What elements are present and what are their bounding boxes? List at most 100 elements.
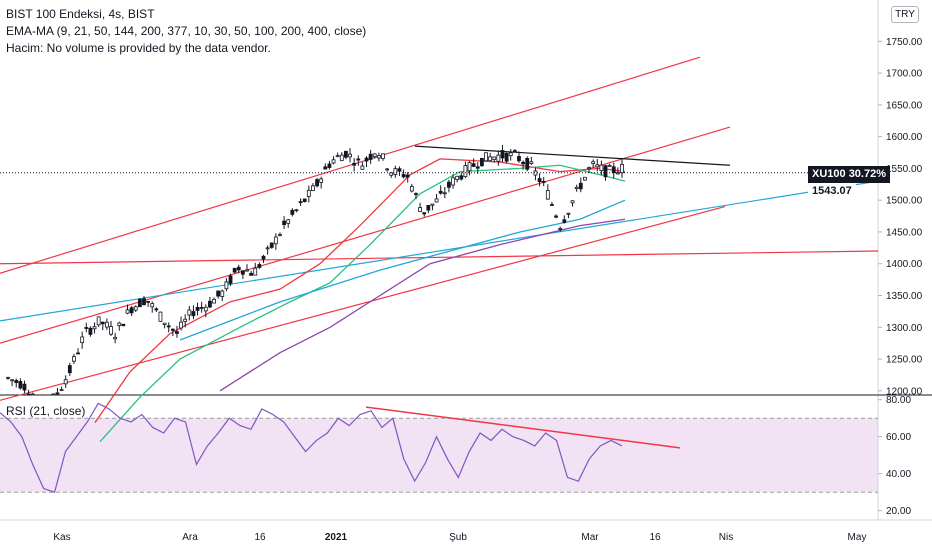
legend-indicator[interactable]: EMA-MA (9, 21, 50, 144, 200, 377, 10, 30… bbox=[6, 24, 367, 38]
candle-body bbox=[55, 392, 60, 395]
candle-body bbox=[22, 383, 27, 391]
candle-body bbox=[352, 162, 357, 166]
candle-body bbox=[364, 157, 369, 162]
currency-button[interactable]: TRY bbox=[891, 6, 919, 23]
candle-body bbox=[595, 164, 600, 168]
candle-body bbox=[84, 327, 89, 329]
candle-body bbox=[570, 200, 575, 204]
candle-body bbox=[18, 381, 23, 389]
candle-body bbox=[273, 236, 278, 245]
candle-body bbox=[368, 153, 373, 160]
candle-body bbox=[620, 164, 624, 174]
candle-body bbox=[603, 165, 608, 178]
candle-body bbox=[125, 309, 130, 314]
candle-body bbox=[175, 331, 179, 334]
candle-body bbox=[574, 186, 579, 189]
candle-body bbox=[220, 290, 225, 297]
legend-title[interactable]: BIST 100 Endeksi, 4s, BIST bbox=[6, 7, 155, 21]
candle-body bbox=[484, 152, 488, 162]
candle-body bbox=[236, 266, 241, 271]
price-tick-label: 1400.00 bbox=[886, 259, 923, 270]
candle-body bbox=[92, 326, 97, 330]
candle-body bbox=[467, 162, 472, 172]
candle-body bbox=[59, 389, 64, 391]
candle-body bbox=[545, 190, 550, 200]
last-price-tag: XU100 30.72%1543.07 bbox=[808, 166, 932, 200]
candle-body bbox=[393, 168, 398, 175]
candle-body bbox=[591, 161, 596, 164]
candle-body bbox=[504, 152, 509, 162]
candle-body bbox=[216, 290, 221, 297]
candle-body bbox=[51, 393, 56, 396]
candle-body bbox=[451, 177, 455, 186]
candle-body bbox=[508, 152, 513, 157]
candle-body bbox=[422, 212, 427, 215]
candle-body bbox=[191, 311, 196, 317]
trendline-upper-channel bbox=[0, 56, 701, 274]
trendline-blue-support bbox=[0, 180, 879, 322]
candle-body bbox=[525, 158, 530, 170]
price-tick-label: 1750.00 bbox=[886, 37, 923, 48]
candle-body bbox=[158, 311, 163, 322]
candle-body bbox=[294, 209, 299, 212]
candle-body bbox=[306, 189, 311, 197]
candle-body bbox=[183, 318, 188, 322]
moving-average-line bbox=[99, 164, 626, 443]
candle-body bbox=[228, 275, 233, 284]
candle-body bbox=[117, 322, 122, 326]
candle-body bbox=[409, 186, 414, 192]
candle-body bbox=[550, 204, 554, 206]
time-tick-label: 2021 bbox=[325, 532, 348, 543]
candle-body bbox=[537, 178, 542, 182]
candle-body bbox=[212, 298, 216, 304]
candle-body bbox=[224, 281, 229, 290]
candle-body bbox=[360, 165, 365, 170]
last-price-value: 1543.07 bbox=[808, 183, 856, 200]
candle-body bbox=[142, 298, 146, 306]
candle-body bbox=[512, 150, 517, 152]
price-pane-bg bbox=[0, 0, 878, 394]
trendline-lower-channel bbox=[0, 205, 726, 401]
candle-body bbox=[170, 328, 175, 331]
price-tick-label: 1500.00 bbox=[886, 196, 923, 207]
rsi-trendline bbox=[365, 406, 681, 449]
candle-body bbox=[339, 154, 344, 162]
price-tick-label: 1650.00 bbox=[886, 100, 923, 111]
candle-body bbox=[10, 379, 15, 382]
candle-body bbox=[344, 150, 348, 158]
candle-body bbox=[109, 326, 113, 335]
price-tick-label: 1550.00 bbox=[886, 164, 923, 175]
candle-body bbox=[529, 161, 534, 164]
candle-body bbox=[137, 298, 142, 308]
candle-body bbox=[463, 165, 468, 178]
rsi-tick-label: 60.00 bbox=[886, 432, 911, 443]
candle-body bbox=[286, 219, 291, 224]
price-tick-label: 1300.00 bbox=[886, 323, 923, 334]
time-tick-label: Nis bbox=[719, 532, 733, 543]
candle-body bbox=[583, 176, 587, 181]
candle-body bbox=[381, 153, 385, 159]
rsi-band bbox=[0, 418, 878, 493]
candle-body bbox=[438, 190, 443, 194]
candle-body bbox=[541, 180, 546, 183]
candle-body bbox=[311, 185, 315, 191]
candle-body bbox=[298, 201, 303, 204]
candle-body bbox=[492, 156, 497, 160]
candle-body bbox=[405, 174, 410, 178]
candle-body bbox=[129, 307, 134, 314]
moving-average-line bbox=[219, 218, 626, 392]
time-tick-label: Ara bbox=[182, 532, 198, 543]
candle-body bbox=[348, 153, 352, 158]
candle-body bbox=[232, 267, 237, 273]
candle-body bbox=[261, 255, 266, 260]
candle-body bbox=[521, 161, 526, 165]
candle-body bbox=[479, 157, 484, 167]
candle-body bbox=[249, 272, 254, 276]
rsi-legend[interactable]: RSI (21, close) bbox=[6, 404, 86, 418]
price-tick-label: 1700.00 bbox=[886, 69, 923, 80]
rsi-tick-label: 20.00 bbox=[886, 506, 911, 517]
candle-body bbox=[566, 212, 571, 215]
candle-body bbox=[554, 215, 558, 218]
legend-volume-note: Hacim: No volume is provided by the data… bbox=[6, 41, 271, 55]
